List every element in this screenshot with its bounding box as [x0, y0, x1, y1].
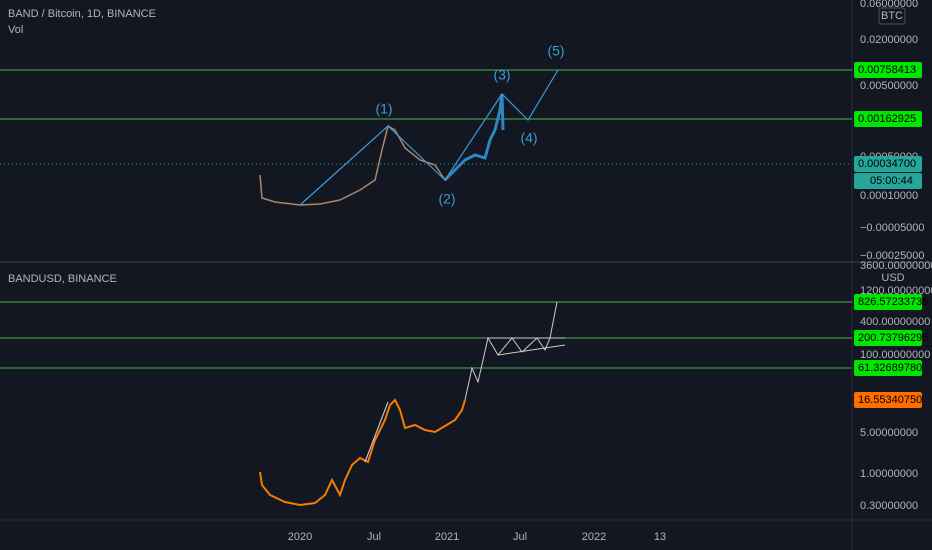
axis-label: 100.00000000: [860, 349, 930, 361]
usd-price: [259, 398, 466, 507]
wave-label: (2): [438, 191, 455, 207]
time-label: 2021: [435, 531, 459, 543]
pane-title: BAND / Bitcoin, 1D, BINANCE: [8, 8, 156, 20]
axis-label: 0.30000000: [860, 500, 918, 512]
currency-box: [878, 7, 906, 25]
time-label: Jul: [367, 531, 381, 543]
time-label: 2020: [288, 531, 312, 543]
axis-label: 1.00000000: [860, 468, 918, 480]
price-tag: [854, 294, 922, 310]
axis-label: 0.06000000: [860, 0, 918, 10]
indicator-label: Vol: [8, 24, 23, 36]
axis-label: 0.02000000: [860, 34, 918, 46]
pane-title: BANDUSD, BINANCE: [8, 273, 117, 285]
axis-label: −0.00025000: [860, 250, 925, 262]
currency: USD: [881, 272, 904, 284]
price-tag: [854, 330, 922, 346]
price-tag-text: 61.32689780: [858, 362, 922, 374]
price-tag: [854, 392, 922, 408]
price-tag-text: 826.57233735: [858, 296, 928, 308]
price-tag-text: 16.55340750: [858, 394, 922, 406]
axis-label: 400.00000000: [860, 316, 930, 328]
time-label: 2022: [582, 531, 606, 543]
elliott-wave: [299, 69, 559, 206]
time-label: 13: [654, 531, 666, 543]
currency: BTC: [881, 10, 903, 22]
axis-label: 3600.00000000: [860, 260, 932, 272]
price-tag-text: 0.00162925: [858, 113, 916, 125]
axis-label: 0.00010000: [860, 190, 918, 202]
axis-label: 5.00000000: [860, 427, 918, 439]
price-tag: [854, 360, 922, 376]
price-tag-text: 0.00758413: [858, 64, 916, 76]
time-label: Jul: [513, 531, 527, 543]
btc-price-recent: [443, 93, 505, 182]
price-tag: [854, 111, 922, 127]
price-tag-text: 200.73796295: [858, 332, 928, 344]
wave-label: (4): [520, 130, 537, 146]
axis-label: −0.00005000: [860, 222, 925, 234]
price-tag: [854, 62, 922, 78]
wave-label: (1): [375, 101, 392, 117]
wave-label: (3): [493, 67, 510, 83]
wave-label: (5): [547, 43, 564, 59]
axis-label: 0.00500000: [860, 80, 918, 92]
price-tag: [854, 156, 922, 172]
countdown-box: [854, 173, 922, 189]
countdown: 05:00:44: [870, 175, 913, 187]
channel-line: [497, 344, 566, 356]
price-tag-text: 0.00034700: [858, 158, 916, 170]
trend-line: [364, 401, 389, 463]
axis-label: 1200.00000000: [860, 285, 932, 297]
